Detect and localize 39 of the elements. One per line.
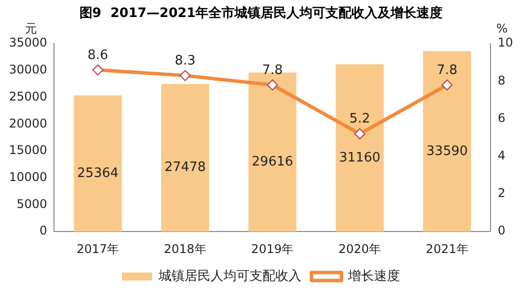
x-tick-label: 2019年 — [251, 242, 294, 256]
y2-axis-title: % — [496, 22, 508, 36]
y-tick-label: 35000 — [8, 36, 48, 50]
legend-label: 增长速度 — [347, 268, 400, 284]
x-tick-label: 2020年 — [338, 242, 382, 256]
y-tick-label: 0 — [40, 224, 48, 238]
data-label: 29616 — [252, 154, 294, 170]
data-label: 8.6 — [87, 48, 108, 63]
data-label: 5.2 — [349, 112, 370, 127]
chart-title: 图9 2017—2021年全市城镇居民人均可支配收入及增长速度 — [79, 5, 443, 22]
y-axis-title: 元 — [25, 22, 37, 36]
x-tick-label: 2017年 — [76, 242, 120, 256]
data-label: 8.3 — [174, 53, 196, 68]
bar — [161, 84, 210, 232]
y2-tick-label: 4 — [498, 148, 506, 163]
bar — [423, 51, 472, 232]
y2-tick-label: 0 — [498, 224, 506, 238]
y-tick-label: 15000 — [8, 143, 48, 158]
y-tick-label: 25000 — [8, 89, 48, 104]
y-tick-label: 5000 — [16, 196, 48, 211]
data-label: 7.8 — [436, 62, 458, 78]
y2-tick-label: 10 — [498, 36, 514, 50]
data-label: 31160 — [339, 150, 380, 166]
data-label: 7.8 — [262, 62, 283, 78]
x-tick-label: 2018年 — [164, 242, 206, 256]
y-tick-label: 20000 — [8, 116, 48, 130]
y-tick-label: 10000 — [8, 170, 48, 184]
y2-tick-label: 8 — [498, 73, 506, 88]
data-label: 25364 — [77, 166, 119, 181]
legend-label: 城镇居民人均可支配收入 — [158, 268, 302, 284]
data-label: 33590 — [426, 144, 468, 159]
y2-tick-label: 2 — [498, 186, 506, 200]
y2-tick-label: 6 — [498, 110, 506, 125]
x-tick-label: 2021年 — [426, 242, 468, 256]
bar — [336, 64, 384, 232]
bar — [248, 72, 296, 232]
y-tick-label: 30000 — [8, 62, 48, 77]
data-label: 27478 — [164, 160, 206, 176]
bar — [74, 95, 122, 232]
